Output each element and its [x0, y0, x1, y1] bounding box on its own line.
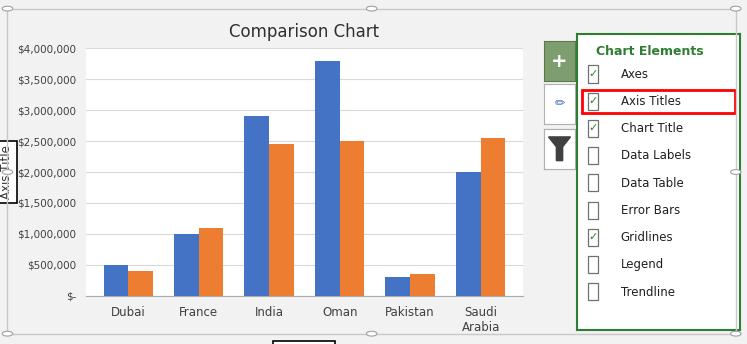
Text: Error Bars: Error Bars: [621, 204, 680, 217]
FancyBboxPatch shape: [588, 93, 598, 110]
Text: Data Labels: Data Labels: [621, 150, 691, 162]
FancyBboxPatch shape: [588, 120, 598, 137]
Text: ✓: ✓: [588, 69, 598, 79]
FancyBboxPatch shape: [588, 174, 598, 192]
Bar: [385, 277, 410, 296]
Bar: [104, 265, 128, 296]
FancyBboxPatch shape: [588, 256, 598, 273]
Text: Axes: Axes: [621, 68, 648, 81]
Text: ✓: ✓: [588, 232, 598, 242]
FancyBboxPatch shape: [588, 202, 598, 219]
Text: ✓: ✓: [588, 123, 598, 133]
Bar: [174, 234, 199, 296]
Bar: [480, 138, 505, 296]
Bar: [456, 172, 480, 296]
FancyBboxPatch shape: [588, 229, 598, 246]
Text: Axis Titles: Axis Titles: [621, 95, 681, 108]
Bar: [199, 228, 223, 296]
Bar: [315, 61, 340, 296]
Text: Data Table: Data Table: [621, 177, 684, 190]
Text: Legend: Legend: [621, 258, 664, 271]
Text: ✏: ✏: [554, 98, 565, 110]
Text: Gridlines: Gridlines: [621, 231, 673, 244]
Bar: [244, 116, 269, 296]
Text: Chart Title: Chart Title: [621, 122, 683, 135]
FancyBboxPatch shape: [588, 147, 598, 164]
Title: Comparison Chart: Comparison Chart: [229, 23, 379, 41]
Text: +: +: [551, 52, 568, 71]
FancyBboxPatch shape: [588, 283, 598, 300]
Y-axis label: Axis Title: Axis Title: [0, 145, 13, 199]
Text: ⊿: ⊿: [554, 142, 565, 155]
FancyBboxPatch shape: [588, 65, 598, 83]
Text: Trendline: Trendline: [621, 286, 675, 299]
Polygon shape: [548, 137, 571, 161]
Text: Chart Elements: Chart Elements: [596, 45, 704, 58]
Text: ✓: ✓: [588, 96, 598, 106]
Bar: [410, 274, 435, 296]
Bar: [340, 141, 365, 296]
Bar: [128, 271, 153, 296]
Bar: [269, 144, 294, 296]
